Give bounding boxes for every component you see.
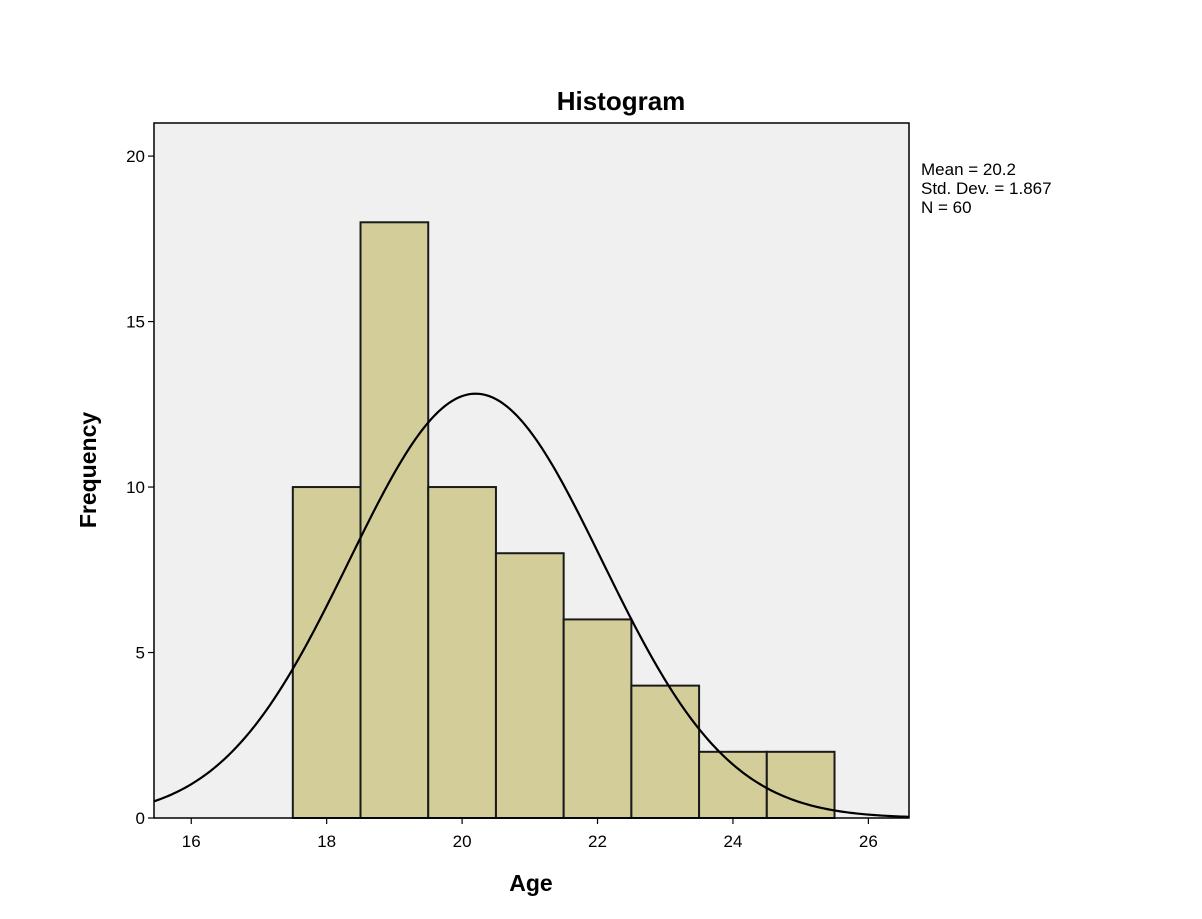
y-tick-label: 10 xyxy=(126,478,145,497)
y-tick-label: 15 xyxy=(126,313,145,332)
y-tick-label: 20 xyxy=(126,147,145,166)
histogram-bar-7 xyxy=(698,750,768,819)
histogram-bar-3 xyxy=(427,486,497,819)
x-tick-label: 22 xyxy=(588,832,607,851)
stats-mean: Mean = 20.2 xyxy=(921,160,1016,179)
x-tick-label: 26 xyxy=(859,832,878,851)
y-tick-label: 0 xyxy=(136,809,145,828)
plot-frame xyxy=(153,122,910,819)
stats-legend: Mean = 20.2 Std. Dev. = 1.867 N = 60 xyxy=(921,160,1052,217)
y-tick-label: 5 xyxy=(136,644,145,663)
stats-std-dev: Std. Dev. = 1.867 xyxy=(921,179,1052,198)
stats-n: N = 60 xyxy=(921,198,972,217)
histogram-bar-5 xyxy=(562,618,633,820)
histogram-bar-6 xyxy=(630,684,701,819)
x-tick-label: 16 xyxy=(182,832,201,851)
y-axis: 0 5 10 15 20 xyxy=(126,147,154,828)
histogram-bar-2 xyxy=(359,221,430,820)
normal-curve xyxy=(153,392,910,818)
x-tick-label: 20 xyxy=(453,832,472,851)
histogram-bar-1 xyxy=(291,486,362,819)
histogram-bar-8 xyxy=(765,750,836,819)
x-axis: 16 18 20 22 24 26 xyxy=(182,818,878,851)
histogram-bar-4 xyxy=(494,552,565,819)
y-axis-title: Frequency xyxy=(75,412,101,529)
x-axis-title: Age xyxy=(509,870,552,896)
bars-group xyxy=(291,221,836,820)
x-tick-label: 18 xyxy=(317,832,336,851)
normal-curve-group xyxy=(153,392,910,818)
x-tick-label: 24 xyxy=(723,832,742,851)
chart-title: Histogram xyxy=(557,86,686,116)
